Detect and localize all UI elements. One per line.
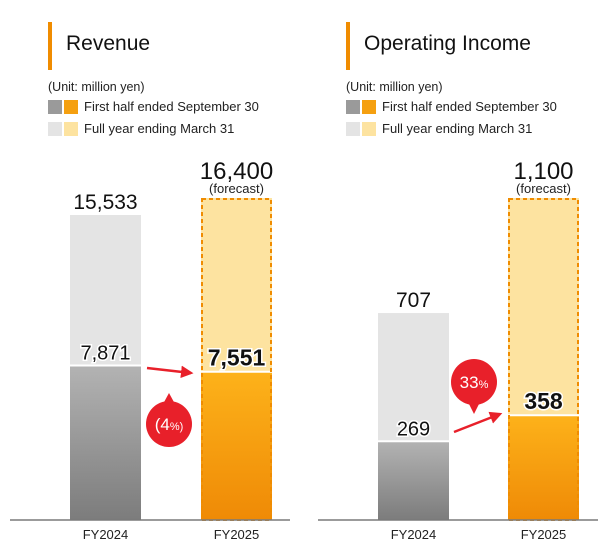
full-year-value-label: 1,100 bbox=[513, 158, 573, 185]
change-badge bbox=[146, 401, 192, 447]
change-value: (4 bbox=[155, 415, 170, 434]
badge-pointer bbox=[468, 402, 480, 414]
revenue-panel: Revenue (Unit: million yen) First half e… bbox=[10, 22, 290, 542]
change-arrow bbox=[146, 365, 194, 379]
bar-first-half-fy2025 bbox=[508, 415, 579, 520]
legend-swatch-light-orange bbox=[64, 121, 78, 136]
first-half-value-label: 269 bbox=[397, 418, 430, 440]
legend-swatch-orange bbox=[64, 99, 78, 114]
change-arrow bbox=[453, 411, 503, 434]
forecast-label: (forecast) bbox=[516, 181, 571, 196]
forecast-label: (forecast) bbox=[209, 181, 264, 196]
legend-swatch-light-orange bbox=[362, 121, 376, 136]
chart-title: Revenue bbox=[66, 32, 151, 55]
change-badge-text: (4%) bbox=[155, 415, 184, 434]
legend-label: First half ended September 30 bbox=[84, 99, 259, 114]
legend-first-half: First half ended September 30 bbox=[48, 99, 259, 114]
chart-title: Operating Income bbox=[364, 32, 531, 55]
full-year-value-label: 707 bbox=[396, 289, 431, 312]
category-label: FY2024 bbox=[391, 527, 437, 542]
first-half-value-label: 7,871 bbox=[80, 342, 130, 364]
legend-swatch-gray bbox=[48, 99, 62, 114]
revenue-chart: 15,533 7,871 FY2024 16,400(forecast) 7,551 FY… bbox=[10, 158, 290, 542]
category-label: FY2025 bbox=[214, 527, 260, 542]
category-label: FY2025 bbox=[521, 527, 567, 542]
change-percent-sign: %) bbox=[170, 421, 183, 433]
legend-first-half: First half ended September 30 bbox=[346, 99, 557, 114]
change-value: 33 bbox=[460, 373, 479, 392]
unit-label: (Unit: million yen) bbox=[346, 80, 443, 94]
change-percent-sign: % bbox=[479, 379, 489, 391]
bar-first-half-fy2024 bbox=[70, 365, 141, 520]
change-badge-text: 33% bbox=[460, 373, 489, 392]
legend-label: Full year ending March 31 bbox=[382, 121, 533, 136]
title-accent-bar bbox=[48, 22, 52, 70]
operating-income-chart: 707 269 FY2024 1,100(forecast) 358 FY2025 33% bbox=[318, 158, 598, 542]
change-badge bbox=[451, 359, 497, 405]
title-accent-bar bbox=[346, 22, 350, 70]
legend-label: First half ended September 30 bbox=[382, 99, 557, 114]
bar-first-half-fy2025 bbox=[201, 371, 272, 520]
legend-swatch-light-gray bbox=[48, 121, 62, 136]
forecast-dashed-border bbox=[201, 198, 272, 521]
legend-swatch-gray bbox=[346, 99, 360, 114]
legend-label: Full year ending March 31 bbox=[84, 121, 235, 136]
first-half-value-label: 358 bbox=[524, 388, 563, 414]
forecast-dashed-border bbox=[508, 198, 579, 521]
unit-label: (Unit: million yen) bbox=[48, 80, 145, 94]
first-half-value-label: 7,551 bbox=[208, 345, 266, 371]
legend-full-year: Full year ending March 31 bbox=[48, 121, 234, 136]
legend-swatch-orange bbox=[362, 99, 376, 114]
legend-swatch-light-gray bbox=[346, 121, 360, 136]
full-year-value-label: 16,400 bbox=[200, 158, 273, 185]
legend-full-year: Full year ending March 31 bbox=[346, 121, 532, 136]
category-label: FY2024 bbox=[83, 527, 129, 542]
full-year-value-label: 15,533 bbox=[73, 191, 137, 214]
operating-income-panel: Operating Income (Unit: million yen) Fir… bbox=[308, 0, 600, 560]
bar-first-half-fy2024 bbox=[378, 441, 449, 520]
